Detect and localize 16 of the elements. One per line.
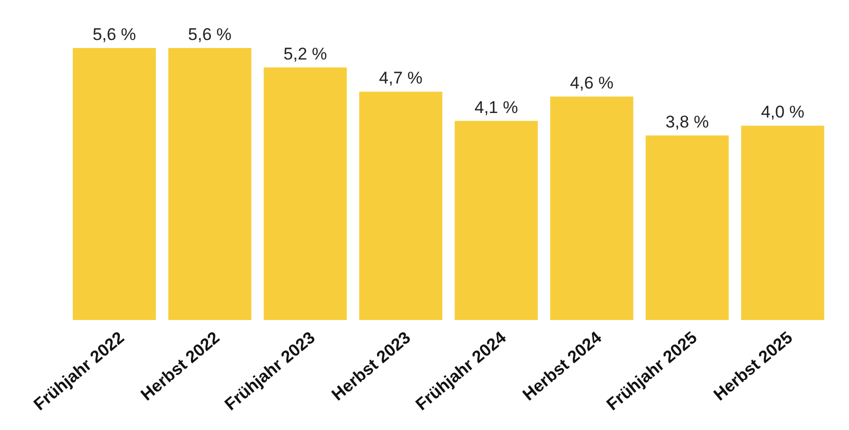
bar	[550, 96, 634, 320]
bar	[168, 48, 252, 320]
data-label: 5,6 %	[92, 25, 136, 44]
bar	[454, 120, 538, 320]
bar	[741, 126, 824, 320]
data-label: 5,2 %	[284, 44, 328, 64]
bar	[359, 92, 442, 320]
bar	[72, 48, 156, 320]
data-label: 4,7 %	[379, 68, 422, 88]
data-label: 5,6 %	[188, 25, 232, 44]
bar	[646, 135, 729, 320]
data-label: 4,6 %	[570, 74, 614, 93]
data-label: 4,0 %	[760, 102, 804, 122]
bar	[264, 67, 347, 320]
data-label: 3,8 %	[665, 112, 709, 132]
data-label: 4,1 %	[474, 98, 518, 117]
